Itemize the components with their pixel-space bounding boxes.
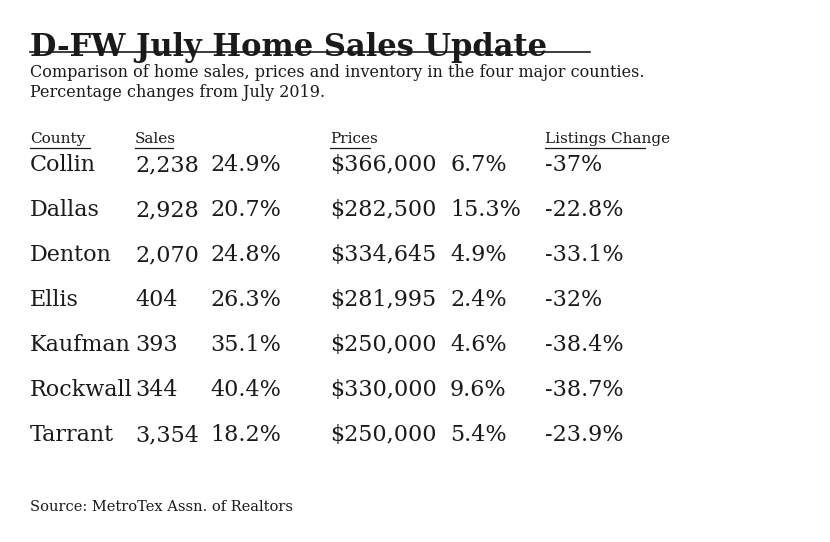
Text: 15.3%: 15.3% (450, 199, 521, 221)
Text: 20.7%: 20.7% (210, 199, 281, 221)
Text: $366,000: $366,000 (330, 154, 437, 176)
Text: Kaufman: Kaufman (30, 334, 131, 356)
Text: 6.7%: 6.7% (450, 154, 506, 176)
Text: Comparison of home sales, prices and inventory in the four major counties.: Comparison of home sales, prices and inv… (30, 64, 645, 81)
Text: 40.4%: 40.4% (210, 379, 281, 401)
Text: Listings Change: Listings Change (545, 132, 670, 146)
Text: 35.1%: 35.1% (210, 334, 281, 356)
Text: Rockwall: Rockwall (30, 379, 133, 401)
Text: Tarrant: Tarrant (30, 424, 114, 446)
Text: $250,000: $250,000 (330, 334, 437, 356)
Text: County: County (30, 132, 85, 146)
Text: -32%: -32% (545, 289, 603, 311)
Text: Dallas: Dallas (30, 199, 100, 221)
Text: -23.9%: -23.9% (545, 424, 623, 446)
Text: Collin: Collin (30, 154, 96, 176)
Text: 4.6%: 4.6% (450, 334, 506, 356)
Text: $330,000: $330,000 (330, 379, 437, 401)
Text: D-FW July Home Sales Update: D-FW July Home Sales Update (30, 32, 547, 63)
Text: -22.8%: -22.8% (545, 199, 623, 221)
Text: Ellis: Ellis (30, 289, 79, 311)
Text: Source: MetroTex Assn. of Realtors: Source: MetroTex Assn. of Realtors (30, 500, 293, 514)
Text: -38.4%: -38.4% (545, 334, 623, 356)
Text: -37%: -37% (545, 154, 603, 176)
Text: $334,645: $334,645 (330, 244, 437, 266)
Text: 18.2%: 18.2% (210, 424, 281, 446)
Text: Percentage changes from July 2019.: Percentage changes from July 2019. (30, 84, 325, 101)
Text: 3,354: 3,354 (135, 424, 199, 446)
Text: $250,000: $250,000 (330, 424, 437, 446)
Text: Denton: Denton (30, 244, 112, 266)
Text: 5.4%: 5.4% (450, 424, 506, 446)
Text: 26.3%: 26.3% (210, 289, 281, 311)
Text: 2,238: 2,238 (135, 154, 199, 176)
Text: Sales: Sales (135, 132, 176, 146)
Text: 2,070: 2,070 (135, 244, 199, 266)
Text: -38.7%: -38.7% (545, 379, 623, 401)
Text: 24.9%: 24.9% (210, 154, 281, 176)
Text: -33.1%: -33.1% (545, 244, 623, 266)
Text: 9.6%: 9.6% (450, 379, 506, 401)
Text: 393: 393 (135, 334, 178, 356)
Text: $281,995: $281,995 (330, 289, 436, 311)
Text: 24.8%: 24.8% (210, 244, 281, 266)
Text: Prices: Prices (330, 132, 378, 146)
Text: 2.4%: 2.4% (450, 289, 506, 311)
Text: 4.9%: 4.9% (450, 244, 506, 266)
Text: 404: 404 (135, 289, 178, 311)
Text: 2,928: 2,928 (135, 199, 198, 221)
Text: $282,500: $282,500 (330, 199, 437, 221)
Text: 344: 344 (135, 379, 178, 401)
